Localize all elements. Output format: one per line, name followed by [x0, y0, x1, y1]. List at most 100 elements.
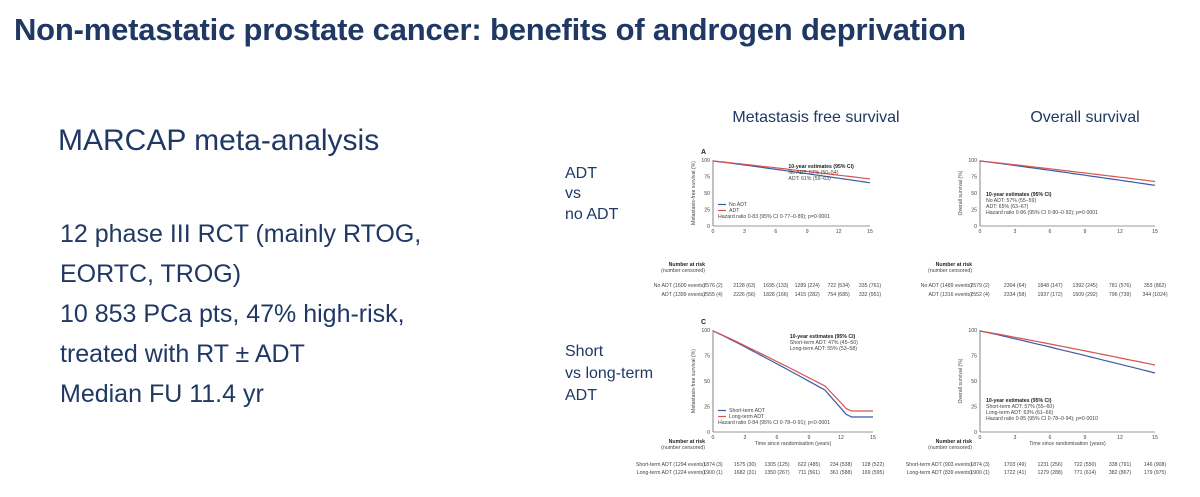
row-label: no ADT: [565, 206, 619, 223]
risk-value: 1900 (1): [703, 470, 723, 476]
risk-value: 2576 (2): [703, 283, 723, 289]
risk-value: 754 (685): [827, 292, 849, 298]
row-label: vs long-term: [565, 365, 653, 382]
x-tick-label: 0: [979, 435, 982, 441]
risk-value: 382 (867): [1109, 470, 1131, 476]
risk-row-label: Long-term ADT (1224 events): [637, 470, 706, 476]
survival-curve: [979, 160, 1156, 183]
risk-value: 2128 (63): [733, 283, 755, 289]
risk-value: 722 (550): [1074, 462, 1096, 468]
risk-header: (number censored): [928, 268, 972, 274]
x-tick-label: 3: [744, 435, 747, 441]
bullet-line: treated with RT ± ADT: [60, 340, 305, 368]
risk-value: 1828 (166): [763, 292, 788, 298]
x-tick-label: 15: [1152, 229, 1158, 235]
risk-row-label: Long-term ADT (839 events): [907, 470, 973, 476]
x-tick-label: 6: [1049, 435, 1052, 441]
x-tick-label: 9: [808, 435, 811, 441]
hazard-ratio: Hazard ratio 0·86 (95% CI 0·80–0·92); p=…: [986, 210, 1098, 216]
estimate-text: No ADT: 57% (50–54): [788, 170, 838, 176]
slide-title: Non-metastatic prostate cancer: benefits…: [14, 12, 966, 47]
legend-entry: Short-term ADT: [729, 408, 766, 414]
risk-value: 1900 (1): [970, 470, 990, 476]
risk-row-label: No ADT (1489 events): [921, 283, 973, 289]
x-tick-label: 9: [806, 229, 809, 235]
risk-value: 1575 (30): [734, 462, 756, 468]
risk-value: 2555 (4): [703, 292, 723, 298]
risk-header: Number at risk: [669, 439, 705, 445]
estimate-text: Long-term ADT: 55% (53–58): [790, 346, 857, 352]
panel-letter: C: [701, 319, 706, 326]
risk-value: 1874 (3): [703, 462, 723, 468]
row-label: ADT: [565, 165, 597, 182]
risk-value: 1509 (292): [1072, 292, 1097, 298]
x-tick-label: 12: [838, 435, 844, 441]
x-tick-label: 0: [712, 435, 715, 441]
risk-value: 353 (862): [1144, 283, 1166, 289]
survival-curve: [979, 330, 1156, 374]
y-tick-label: 25: [704, 207, 710, 213]
risk-value: 711 (561): [798, 470, 820, 476]
x-tick-label: 6: [1049, 229, 1052, 235]
y-tick-label: 100: [701, 328, 710, 334]
estimate-text: Short-term ADT: 47% (45–50): [790, 340, 858, 346]
panel-letter: A: [701, 149, 706, 156]
risk-value: 1848 (147): [1037, 283, 1062, 289]
bullet-line: EORTC, TROG): [60, 260, 242, 288]
x-tick-label: 12: [1117, 229, 1123, 235]
risk-value: 335 (761): [859, 283, 881, 289]
risk-value: 1392 (245): [1072, 283, 1097, 289]
hazard-ratio: Hazard ratio 0·84 (95% CI 0·78–0·91); p<…: [718, 420, 830, 426]
risk-value: 344 (1024): [1142, 292, 1167, 298]
x-tick-label: 12: [836, 229, 842, 235]
bullet-line: 12 phase III RCT (mainly RTOG,: [60, 220, 422, 248]
risk-value: 1722 (41): [1004, 470, 1026, 476]
risk-value: 2226 (56): [733, 292, 755, 298]
risk-value: 234 (538): [830, 462, 852, 468]
risk-header: (number censored): [661, 445, 705, 451]
x-tick-label: 0: [979, 229, 982, 235]
estimate-text: ADT: 61% (59–63): [788, 176, 831, 182]
estimate-text: Short-term ADT: 57% (55–60): [986, 404, 1054, 410]
x-tick-label: 15: [1152, 435, 1158, 441]
risk-value: 622 (485): [798, 462, 820, 468]
bullet-line: Median FU 11.4 yr: [60, 380, 264, 408]
legend-entry: No ADT: [729, 202, 748, 208]
column-header: Overall survival: [1030, 109, 1139, 126]
row-label: vs: [565, 185, 581, 202]
y-tick-label: 100: [701, 158, 710, 164]
legend-entry: ADT: [729, 208, 740, 214]
y-axis-label: Metastasis-free survival (%): [691, 349, 697, 413]
risk-value: 169 (595): [862, 470, 884, 476]
survival-curve: [712, 160, 871, 180]
risk-row-label: ADT (1399 events): [662, 292, 706, 298]
subtitle: MARCAP meta-analysis: [58, 124, 380, 157]
x-tick-label: 9: [1084, 229, 1087, 235]
risk-value: 1682 (31): [734, 470, 756, 476]
risk-value: 1415 (282): [795, 292, 820, 298]
estimate-text: 10-year estimates (95% CI): [788, 164, 854, 170]
estimate-text: ADT: 65% (63–67): [986, 204, 1029, 210]
estimate-text: 10-year estimates (95% CI): [986, 398, 1052, 404]
risk-value: 1305 (125): [764, 462, 789, 468]
risk-value: 722 (534): [827, 283, 849, 289]
risk-header: Number at risk: [936, 262, 972, 268]
risk-row-label: ADT (1316 events): [929, 292, 973, 298]
y-tick-label: 0: [707, 430, 710, 436]
risk-value: 146 (908): [1144, 462, 1166, 468]
risk-value: 128 (522): [862, 462, 884, 468]
y-tick-label: 25: [971, 404, 977, 410]
risk-value: 1350 (267): [764, 470, 789, 476]
survival-curve: [979, 160, 1156, 186]
column-header: Metastasis free survival: [732, 109, 899, 126]
x-axis-title: Time since randomisation (years): [755, 441, 832, 447]
estimate-text: Long-term ADT: 63% (61–66): [986, 410, 1053, 416]
risk-row-label: Short-term ADT (1294 events): [636, 462, 705, 468]
y-tick-label: 75: [704, 174, 710, 180]
y-tick-label: 0: [974, 224, 977, 230]
x-tick-label: 3: [1014, 435, 1017, 441]
risk-header: (number censored): [661, 268, 705, 274]
hazard-ratio: Hazard ratio 0·85 (95% CI 0·78–0·94); p=…: [986, 416, 1098, 422]
